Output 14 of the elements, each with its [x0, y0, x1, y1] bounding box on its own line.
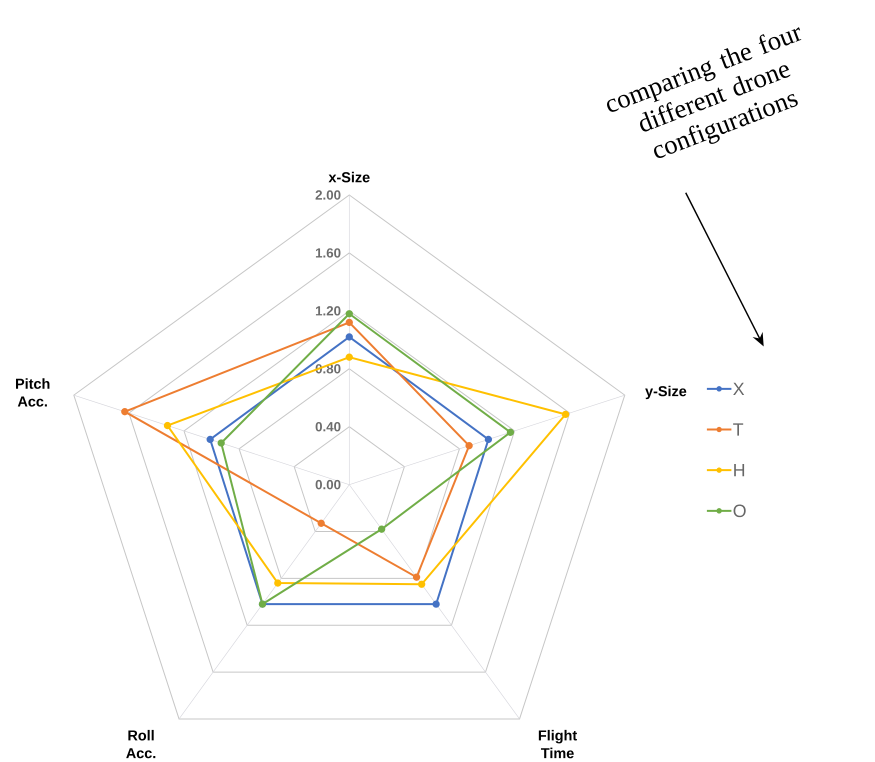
- y-tick-label: 1.20: [316, 306, 340, 316]
- spoke-label: Roll Acc.: [126, 730, 156, 758]
- y-tick-label: 0.00: [316, 480, 340, 490]
- spoke-label: Flight Time: [538, 730, 577, 758]
- spoke-label: y-Size: [645, 386, 686, 400]
- y-tick-label: 1.60: [316, 248, 340, 258]
- legend-label: H: [734, 464, 744, 476]
- legend-label: X: [733, 382, 744, 395]
- legend-label: O: [734, 504, 746, 518]
- spoke-label: x-Size: [328, 172, 370, 182]
- y-tick-label: 2.00: [316, 190, 340, 200]
- y-tick-label: 0.40: [316, 422, 340, 432]
- legend-label: T: [733, 423, 744, 436]
- spoke-label: Pitch Acc.: [16, 378, 50, 407]
